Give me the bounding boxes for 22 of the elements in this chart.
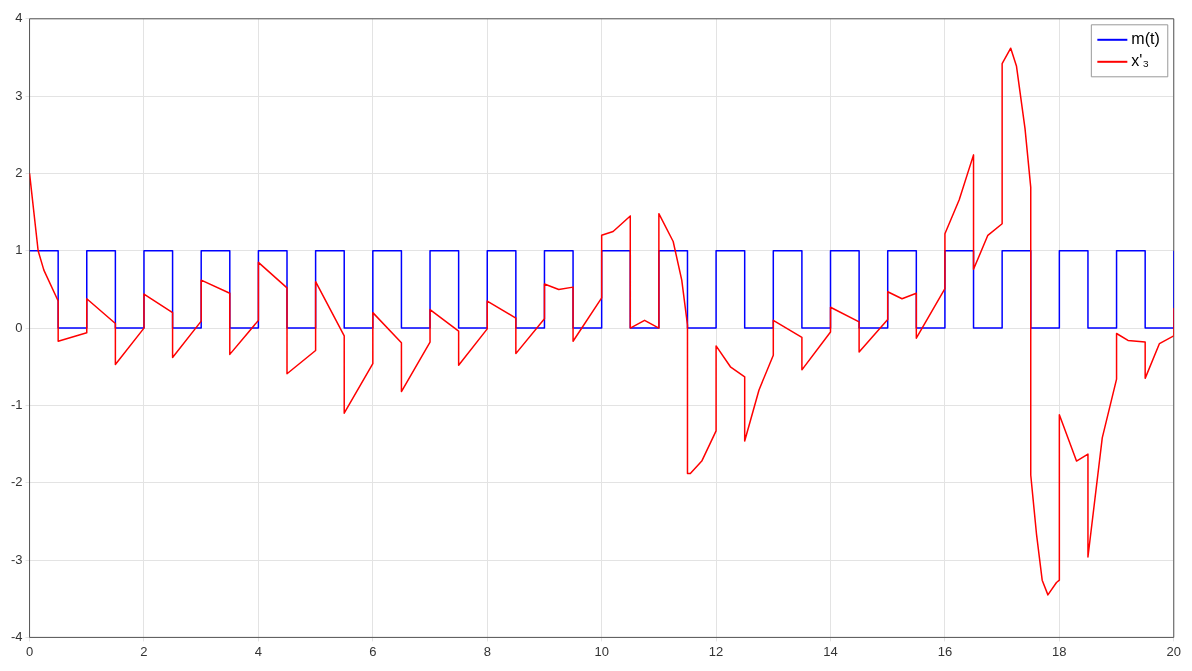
y-tick-label: 3 (15, 87, 23, 103)
x-tick-label: 2 (140, 643, 148, 659)
y-tick-label: -1 (11, 397, 23, 412)
legend-label: x'₃ (1131, 52, 1149, 70)
x-tick-label: 14 (823, 643, 838, 659)
y-tick-label: -2 (11, 474, 23, 490)
y-tick-label: 2 (15, 165, 23, 181)
x-tick-label: 20 (1166, 643, 1181, 659)
x-tick-label: 8 (483, 643, 491, 659)
legend-label: m(t) (1131, 30, 1160, 48)
y-tick-label: -4 (11, 628, 23, 644)
x-tick-label: 4 (254, 643, 263, 659)
y-tick-label: 4 (15, 10, 23, 26)
x-tick-label: 0 (25, 643, 34, 659)
y-tick-label: -3 (11, 551, 23, 567)
x-tick-label: 6 (369, 643, 377, 659)
x-tick-label: 12 (708, 643, 724, 659)
x-tick-label: 10 (594, 643, 609, 659)
x-tick-label: 18 (1052, 643, 1067, 659)
x-tick-label: 16 (937, 643, 953, 659)
y-tick-label: 1 (15, 242, 23, 258)
y-tick-label: 0 (15, 319, 23, 335)
